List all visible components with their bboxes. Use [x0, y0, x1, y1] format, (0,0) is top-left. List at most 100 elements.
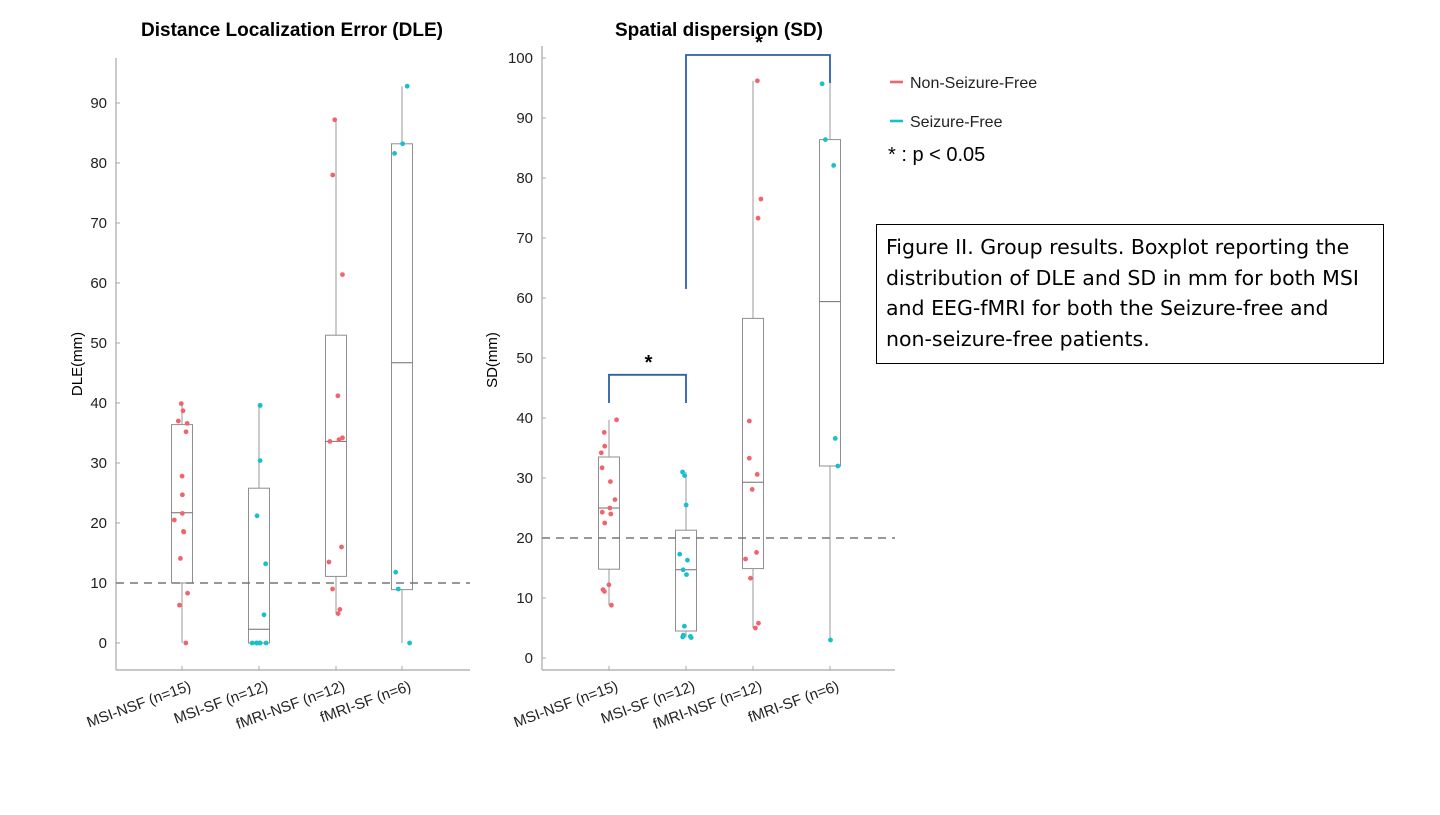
data-point	[684, 572, 689, 577]
figure-caption: Figure II. Group results. Boxplot report…	[876, 224, 1384, 364]
chart-title: Distance Localization Error (DLE)	[141, 20, 443, 41]
y-tick-label: 30	[90, 455, 107, 472]
data-point	[602, 520, 608, 526]
data-point	[327, 439, 333, 444]
chart-panel-2: Spatial dispersion (SD) 0 10 20 30 40 50 60 70 80…	[484, 20, 895, 733]
y-tick-label: 80	[516, 170, 533, 187]
legend-label: Seizure-Free	[910, 114, 1003, 131]
y-tick-label: 100	[508, 50, 533, 67]
data-point	[339, 544, 344, 550]
data-point	[685, 557, 690, 563]
data-point	[179, 511, 185, 516]
data-point	[332, 117, 338, 123]
data-point	[395, 586, 401, 592]
data-point	[599, 465, 605, 471]
data-point	[335, 611, 341, 616]
box-iqr	[742, 317, 764, 570]
y-tick-label: 20	[90, 515, 107, 532]
y-tick-label: 40	[90, 395, 107, 412]
legend-label: Non-Seizure-Free	[910, 75, 1037, 92]
data-point	[180, 408, 186, 414]
data-point	[407, 640, 412, 646]
y-axis-label: SD(mm)	[484, 332, 501, 388]
box-4	[819, 83, 841, 640]
box-2	[675, 472, 697, 638]
data-point	[746, 455, 752, 461]
y-tick-label: 10	[516, 590, 533, 607]
data-point	[749, 487, 755, 492]
data-point	[743, 556, 748, 562]
y-axis-label: DLE(mm)	[69, 332, 86, 396]
data-point	[254, 513, 260, 519]
data-point	[606, 582, 612, 588]
legend: Non-Seizure-Free Seizure-Free * : p < 0.05	[888, 75, 1037, 166]
data-point	[598, 450, 604, 456]
data-point	[179, 492, 185, 498]
data-point	[336, 437, 342, 442]
y-tick-label: 90	[516, 110, 533, 127]
data-point	[184, 421, 190, 426]
data-point	[393, 569, 399, 575]
box-iqr	[325, 334, 347, 577]
y-tick-label: 80	[90, 155, 107, 172]
box-iqr	[171, 424, 193, 584]
data-point	[680, 469, 685, 475]
data-point	[400, 141, 406, 147]
box-iqr	[675, 529, 697, 632]
data-point	[823, 137, 828, 143]
y-tick-label: 0	[525, 650, 533, 667]
data-point	[257, 458, 263, 463]
significance-star: *	[755, 32, 763, 54]
data-point	[831, 163, 837, 168]
data-point	[261, 612, 267, 618]
data-point	[754, 550, 759, 555]
data-point	[680, 634, 686, 640]
data-point	[337, 607, 343, 612]
data-point	[177, 602, 182, 608]
data-point	[185, 590, 190, 596]
data-point	[326, 559, 332, 565]
data-point	[340, 272, 345, 277]
data-point	[607, 479, 613, 484]
data-point	[607, 505, 613, 511]
y-tick-label: 30	[516, 470, 533, 487]
y-tick-label: 20	[516, 530, 533, 547]
box-3	[742, 80, 764, 628]
data-point	[175, 418, 181, 424]
data-point	[754, 78, 760, 84]
data-point	[755, 215, 761, 221]
data-point	[754, 472, 760, 477]
significance-note: * : p < 0.05	[888, 144, 985, 166]
chart-title: Spatial dispersion (SD)	[615, 20, 823, 41]
data-point	[612, 497, 618, 502]
data-point	[335, 393, 341, 399]
data-point	[748, 575, 753, 581]
significance-star: *	[645, 352, 653, 374]
data-point	[756, 620, 761, 626]
box-iqr	[819, 139, 841, 467]
data-point	[746, 418, 752, 424]
data-point	[404, 83, 410, 89]
significance-bracket	[608, 373, 687, 403]
data-point	[257, 403, 263, 408]
box-iqr	[598, 456, 620, 570]
data-point	[183, 429, 189, 435]
data-point	[609, 602, 614, 608]
data-point	[683, 502, 689, 508]
y-tick-label: 60	[516, 290, 533, 307]
chart-panel-1: Distance Localization Error (DLE) 0 10 20 30…	[69, 20, 470, 733]
box-1	[171, 403, 193, 643]
y-tick-label: 70	[516, 230, 533, 247]
box-1	[598, 419, 620, 606]
y-tick-label: 90	[90, 95, 107, 112]
y-tick-label: 50	[516, 350, 533, 367]
data-point	[263, 640, 269, 646]
data-point	[183, 640, 189, 646]
data-point	[688, 635, 694, 640]
data-point	[392, 151, 397, 156]
data-point	[682, 473, 688, 478]
data-point	[677, 551, 683, 557]
y-tick-label: 70	[90, 215, 107, 232]
